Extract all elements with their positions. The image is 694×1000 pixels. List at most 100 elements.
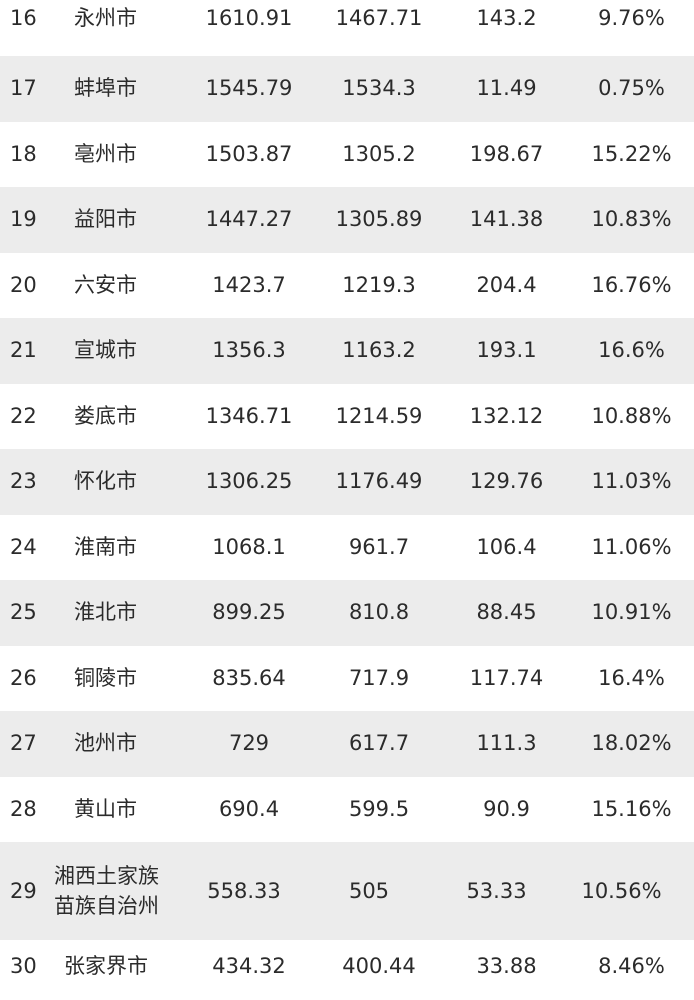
- percent-cell: 18.02%: [591, 731, 672, 756]
- value2-cell: 717.9: [348, 665, 410, 690]
- city-cell: 怀化市: [74, 469, 137, 494]
- rank-cell: 20: [10, 272, 37, 297]
- rank-cell: 19: [10, 207, 37, 232]
- value1-cell: 1346.71: [205, 403, 293, 428]
- percent-cell: 0.75%: [598, 76, 665, 101]
- value2-cell: 1305.2: [342, 141, 416, 166]
- city-line: 苗族自治州: [54, 894, 159, 918]
- city-cell: 宣城市: [74, 338, 137, 363]
- value2-cell: 505: [348, 878, 390, 903]
- value1-cell: 434.32: [212, 954, 286, 978]
- percent-cell: 15.16%: [591, 796, 672, 821]
- city-cell: 铜陵市: [74, 665, 137, 690]
- rank-cell: 29: [10, 878, 37, 903]
- value3-cell: 33.88: [476, 954, 537, 978]
- value2-cell: 400.44: [342, 954, 416, 978]
- value2-cell: 1219.3: [342, 272, 416, 297]
- rank-cell: 25: [10, 600, 37, 625]
- city-cell: 淮北市: [74, 600, 137, 625]
- value3-cell: 129.76: [469, 469, 544, 494]
- value3-cell: 90.9: [483, 796, 530, 821]
- percent-cell: 10.88%: [591, 403, 672, 428]
- percent-cell: 10.56%: [581, 878, 662, 903]
- city-cell: 黄山市: [74, 796, 137, 821]
- value1-cell: 1545.79: [205, 76, 293, 101]
- city-cell: 池州市: [74, 731, 137, 756]
- table-row: 17 蚌埠市 1545.79 1534.3 11.49 0.75%: [0, 56, 694, 122]
- table-row: 27 池州市 729 617.7 111.3 18.02%: [0, 711, 694, 777]
- rank-cell: 17: [10, 76, 37, 101]
- city-cell: 淮南市: [74, 534, 137, 559]
- value3-cell: 106.4: [476, 534, 537, 559]
- percent-cell: 10.83%: [591, 207, 672, 232]
- value3-cell: 193.1: [476, 338, 537, 363]
- value2-cell: 961.7: [348, 534, 410, 559]
- table-row: 24 淮南市 1068.1 961.7 106.4 11.06%: [0, 515, 694, 581]
- value3-cell: 198.67: [469, 141, 544, 166]
- city-cell: 益阳市: [74, 207, 137, 232]
- value2-cell: 1163.2: [342, 338, 416, 363]
- rank-cell: 18: [10, 141, 37, 166]
- percent-cell: 16.4%: [598, 665, 665, 690]
- rank-cell: 27: [10, 731, 37, 756]
- value3-cell: 132.12: [469, 403, 544, 428]
- value2-cell: 1467.71: [335, 6, 423, 30]
- table-row: 16 永州市 1610.91 1467.71 143.2 9.76%: [0, 0, 694, 56]
- percent-cell: 15.22%: [591, 141, 672, 166]
- value1-cell: 729: [228, 731, 270, 756]
- rank-cell: 26: [10, 665, 37, 690]
- table-row: 22 娄底市 1346.71 1214.59 132.12 10.88%: [0, 384, 694, 450]
- percent-cell: 11.06%: [591, 534, 672, 559]
- percent-cell: 9.76%: [598, 6, 665, 30]
- rank-cell: 28: [10, 796, 37, 821]
- value2-cell: 1305.89: [335, 207, 423, 232]
- rank-cell: 16: [10, 6, 37, 30]
- table-row: 23 怀化市 1306.25 1176.49 129.76 11.03%: [0, 449, 694, 515]
- table-row: 28 黄山市 690.4 599.5 90.9 15.16%: [0, 777, 694, 843]
- value3-cell: 141.38: [469, 207, 544, 232]
- rank-cell: 23: [10, 469, 37, 494]
- table-row: 20 六安市 1423.7 1219.3 204.4 16.76%: [0, 253, 694, 319]
- value2-cell: 599.5: [348, 796, 410, 821]
- value3-cell: 53.33: [466, 878, 527, 903]
- value3-cell: 204.4: [476, 272, 537, 297]
- city-cell: 亳州市: [74, 141, 137, 166]
- percent-cell: 16.76%: [591, 272, 672, 297]
- percent-cell: 16.6%: [598, 338, 665, 363]
- city-cell: 湘西土家族 苗族自治州: [54, 861, 184, 922]
- rank-cell: 30: [10, 954, 37, 978]
- percent-cell: 11.03%: [591, 469, 672, 494]
- percent-cell: 8.46%: [598, 954, 665, 978]
- value1-cell: 1423.7: [212, 272, 286, 297]
- city-cell: 永州市: [74, 6, 137, 30]
- city-cell: 蚌埠市: [74, 76, 137, 101]
- table-row: 30 张家界市 434.32 400.44 33.88 8.46%: [0, 940, 694, 998]
- value1-cell: 1356.3: [212, 338, 286, 363]
- city-cell: 娄底市: [74, 403, 137, 428]
- value3-cell: 11.49: [476, 76, 537, 101]
- value2-cell: 617.7: [348, 731, 410, 756]
- rank-cell: 21: [10, 338, 37, 363]
- value3-cell: 111.3: [476, 731, 537, 756]
- city-cell: 张家界市: [64, 954, 148, 978]
- city-line: 湘西土家族: [54, 863, 159, 888]
- table-row: 26 铜陵市 835.64 717.9 117.74 16.4%: [0, 646, 694, 712]
- value1-cell: 690.4: [218, 796, 280, 821]
- value1-cell: 1306.25: [205, 469, 293, 494]
- value1-cell: 899.25: [212, 600, 286, 625]
- value1-cell: 835.64: [212, 665, 286, 690]
- value2-cell: 1214.59: [335, 403, 423, 428]
- value3-cell: 143.2: [476, 6, 537, 30]
- table-row: 29 湘西土家族 苗族自治州 558.33 505 53.33 10.56%: [0, 842, 694, 940]
- value1-cell: 1610.91: [205, 6, 293, 30]
- value1-cell: 558.33: [207, 878, 281, 903]
- value3-cell: 88.45: [476, 600, 537, 625]
- table-row: 19 益阳市 1447.27 1305.89 141.38 10.83%: [0, 187, 694, 253]
- table-row: 21 宣城市 1356.3 1163.2 193.1 16.6%: [0, 318, 694, 384]
- rank-cell: 24: [10, 534, 37, 559]
- city-cell: 六安市: [74, 272, 137, 297]
- value1-cell: 1068.1: [212, 534, 286, 559]
- value3-cell: 117.74: [469, 665, 544, 690]
- rank-cell: 22: [10, 403, 37, 428]
